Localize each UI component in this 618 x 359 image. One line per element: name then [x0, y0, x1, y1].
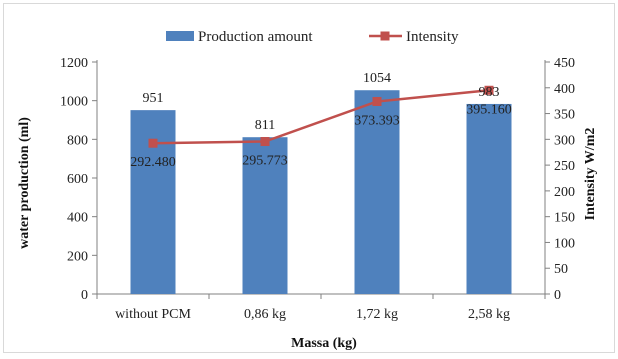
legend-marker-intensity: [380, 31, 390, 41]
legend-label-intensity: Intensity: [406, 29, 459, 45]
intensity-line-path: [152, 89, 490, 145]
y-right-tick-label: 400: [554, 82, 575, 97]
legend-swatch-production: [166, 31, 194, 41]
y-right-tick-label: 450: [554, 56, 575, 71]
legend: Production amount Intensity: [166, 29, 459, 45]
y-left-tick-label: 400: [67, 211, 88, 226]
bar-production: [354, 90, 400, 294]
y-right-tick-label: 150: [554, 211, 575, 226]
y-left-tick-label: 200: [67, 249, 88, 264]
intensity-value-label: 395.160: [466, 102, 512, 117]
intensity-value-label: 292.480: [130, 155, 176, 170]
intensity-marker: [260, 137, 270, 147]
y-right-tick-label: 100: [554, 236, 575, 251]
y-right-tick-label: 350: [554, 108, 575, 123]
y-right-tick-label: 0: [554, 288, 561, 303]
y-left-tick-label: 800: [67, 133, 88, 148]
intensity-marker: [148, 138, 158, 148]
bar-production: [466, 103, 512, 294]
intensity-marker: [484, 85, 494, 95]
y-right-axis-title: Intensity W/m2: [583, 128, 598, 221]
data-labels: 951 811 1054 983 292.480 295.773 373.393 395.16…: [130, 71, 512, 170]
intensity-marker: [372, 96, 382, 106]
y-left-tick-label: 600: [67, 172, 88, 187]
y-left-tick-label: 1000: [60, 95, 88, 110]
y-left-tick-label: 1200: [60, 56, 88, 71]
legend-label-production: Production amount: [198, 29, 313, 45]
y-right-tick-label: 300: [554, 133, 575, 148]
bar-value-label: 983: [479, 85, 500, 100]
bar-value-label: 951: [143, 91, 164, 106]
x-tick-label: 2,58 kg: [468, 307, 510, 322]
y-right-tick-label: 50: [554, 262, 568, 277]
bar-value-label: 1054: [363, 71, 391, 86]
x-tick-label: 0,86 kg: [244, 307, 286, 322]
y-right-tick-label: 200: [554, 185, 575, 200]
y-right-tick-label: 250: [554, 159, 575, 174]
y-left-tick-label: 0: [81, 288, 88, 303]
intensity-line: [148, 85, 494, 148]
axes: 0 200 400 600 800 1000 1200 0 50 100 150 200 250 300 3…: [60, 56, 575, 322]
x-tick-label: 1,72 kg: [356, 307, 398, 322]
bar-production: [130, 110, 176, 294]
chart-frame: Production amount Intensity water produc…: [3, 3, 615, 353]
y-left-axis-title: water production (ml): [17, 117, 32, 249]
intensity-value-label: 295.773: [242, 154, 288, 169]
x-tick-label: without PCM: [115, 307, 191, 322]
bar-value-label: 811: [255, 118, 275, 133]
combo-chart: Production amount Intensity water produc…: [17, 29, 598, 351]
x-axis-title: Massa (kg): [291, 336, 357, 351]
intensity-value-label: 373.393: [354, 113, 400, 128]
bar-production: [242, 137, 288, 294]
